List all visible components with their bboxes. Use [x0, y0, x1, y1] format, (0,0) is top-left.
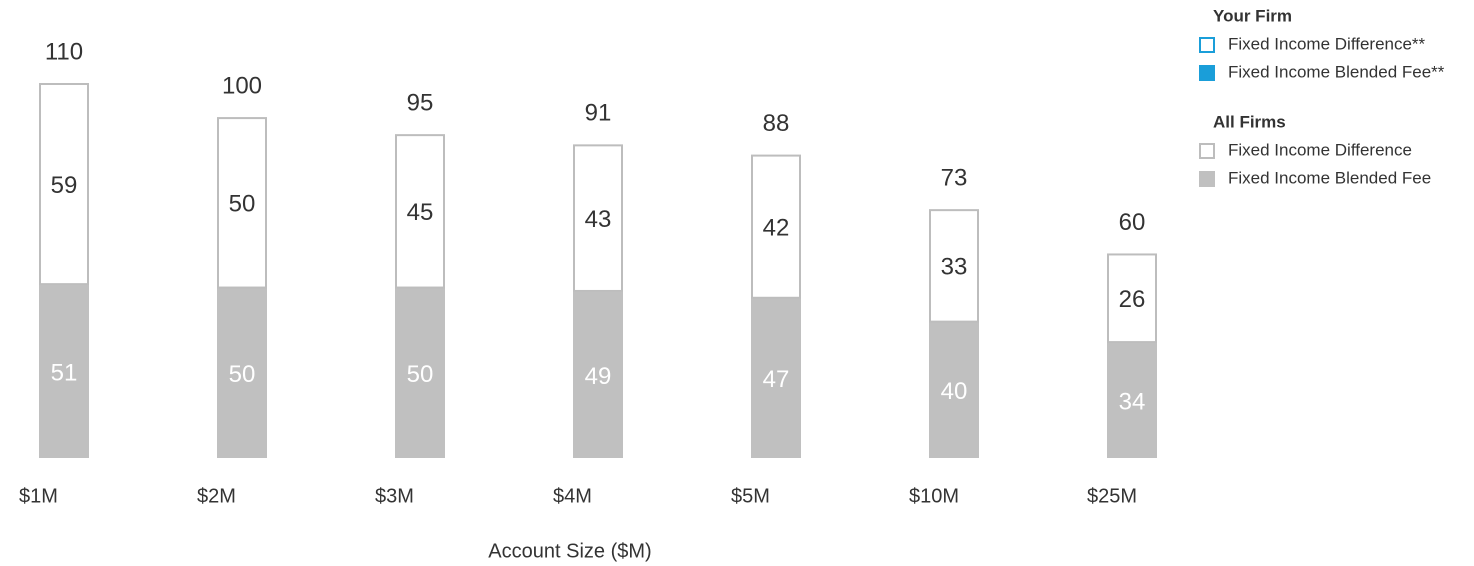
legend-title: Your Firm [1213, 6, 1292, 25]
legend-label: Fixed Income Blended Fee** [1228, 62, 1445, 81]
x-tick-label: $3M [375, 485, 414, 507]
bar-segment [1107, 342, 1157, 458]
data-label: 59 [51, 172, 78, 199]
data-label: 33 [941, 254, 968, 281]
total-label: 91 [585, 100, 612, 127]
bar-segment [217, 287, 267, 458]
data-label: 40 [941, 378, 968, 405]
x-tick-label: $25M [1087, 485, 1137, 507]
legend-swatch [1199, 171, 1215, 187]
bar-segment [395, 134, 445, 289]
total-label: 88 [763, 110, 790, 137]
data-label: 50 [229, 361, 256, 388]
bar-segment [573, 144, 623, 292]
x-axis-title: Account Size ($M) [488, 540, 651, 562]
bar-segment [395, 287, 445, 458]
total-label: 110 [45, 38, 83, 65]
bar-segment [1107, 253, 1157, 344]
x-tick-label: $4M [553, 485, 592, 507]
legend-label: Fixed Income Blended Fee [1228, 168, 1431, 187]
x-tick-label: $1M [19, 485, 58, 507]
data-label: 43 [585, 206, 612, 233]
total-label: 95 [407, 89, 434, 116]
legend-swatch [1199, 37, 1215, 53]
legend-label: Fixed Income Difference** [1228, 34, 1426, 53]
total-label: 100 [222, 72, 262, 99]
data-label: 42 [763, 215, 790, 242]
legend-swatch [1199, 65, 1215, 81]
bar-segment [929, 209, 979, 323]
total-label: 73 [941, 164, 968, 191]
data-label: 50 [407, 361, 434, 388]
data-label: 34 [1119, 388, 1146, 415]
legend-label: Fixed Income Difference [1228, 140, 1412, 159]
x-tick-label: $10M [909, 485, 959, 507]
data-label: 47 [763, 366, 790, 393]
legend-swatch [1199, 143, 1215, 159]
bar-segment [573, 290, 623, 458]
data-label: 26 [1119, 286, 1146, 313]
total-label: 60 [1119, 209, 1146, 236]
bar-segment [217, 117, 267, 289]
x-tick-label: $5M [731, 485, 770, 507]
data-label: 49 [585, 363, 612, 390]
x-tick-label: $2M [197, 485, 236, 507]
legend-title: All Firms [1213, 112, 1286, 131]
bar-segment [751, 297, 801, 458]
bar-segment [39, 284, 89, 458]
data-label: 51 [51, 359, 78, 386]
bar-segment [929, 321, 979, 458]
bar-segment [39, 83, 89, 286]
data-label: 45 [407, 199, 434, 226]
data-label: 50 [229, 191, 256, 218]
bar-segment [751, 154, 801, 299]
